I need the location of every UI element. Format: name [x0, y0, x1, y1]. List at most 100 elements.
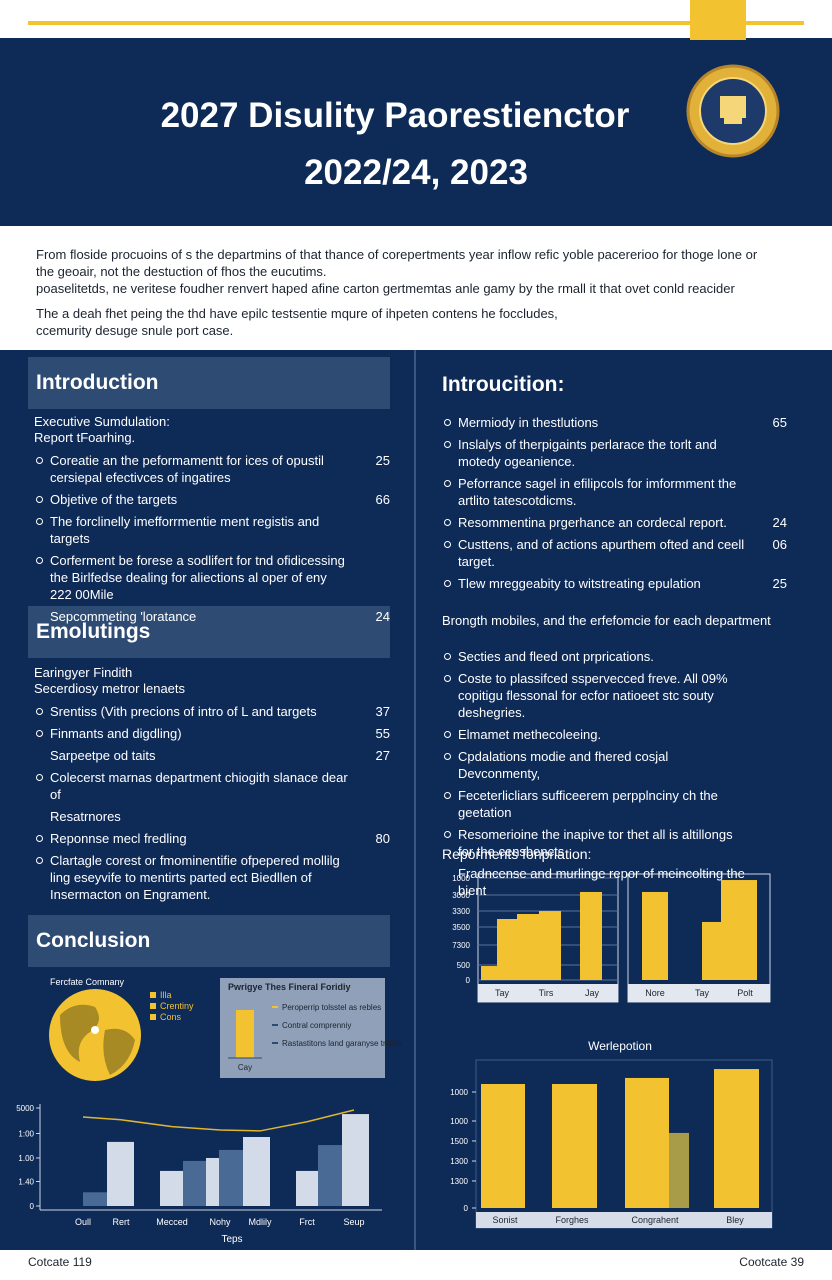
list-item: Resommentina prgerhance an cordecal repo… — [442, 514, 787, 531]
item-text: Sarpeetpe od taits — [50, 748, 156, 763]
list-item: Resatrnores — [34, 808, 390, 825]
intro: From floside procuoins of s the departmi… — [36, 246, 806, 339]
item-value: 24 — [375, 609, 390, 624]
intro-line: The a deah fhet peing the thd have epilc… — [36, 306, 558, 321]
list: Mermiody in thestlutions 65 Inslalys of th… — [442, 414, 787, 597]
section-heading: Conclusion — [28, 915, 390, 967]
bar — [83, 1192, 107, 1206]
list-item: Coreatie an the peformamentt for ices of… — [34, 452, 390, 486]
x-tick-label: Tay — [495, 988, 510, 998]
y-tick-label: 3300 — [452, 907, 470, 916]
item-value: 37 — [375, 704, 390, 719]
line — [82, 1109, 355, 1132]
bar — [243, 1137, 270, 1206]
bar — [714, 1069, 759, 1208]
globe-pin — [91, 1026, 99, 1034]
inset-title: Pwrigye Thes Fineral Foridiy — [228, 982, 351, 992]
list-item: The forclinelly imefforrmentie ment regi… — [34, 513, 390, 547]
y-tick-label: 0 — [30, 1202, 35, 1211]
x-tick-label: Oull — [75, 1217, 91, 1227]
x-tick-label: Jay — [585, 988, 600, 998]
item-text: Fradncense and murlinge repor of meincol… — [458, 866, 745, 898]
list-item: Secties and fleed ont prprications. — [442, 648, 787, 665]
x-tick-label: Polt — [737, 988, 753, 998]
title: 2027 Disulity Paorestienctor — [160, 96, 630, 135]
x-tick-label: Seup — [343, 1217, 364, 1227]
map-label: Fercfate Comnany — [50, 977, 125, 987]
item-value: 25 — [375, 453, 390, 468]
list-item: Sepcommeting 'loratance 24 — [34, 608, 390, 625]
bar — [669, 1132, 689, 1208]
item-text: Resomerioine the inapive tor thet all is… — [458, 827, 733, 859]
intro-line: ccemurity desuge snule port case. — [36, 323, 234, 338]
item-text: Tlew mreggeabity to witstreating epulati… — [458, 576, 701, 591]
legend-label: Cons — [160, 1012, 182, 1022]
y-tick-label: 3000 — [452, 891, 470, 900]
legend-swatch — [150, 992, 156, 998]
legend-swatch — [272, 1024, 278, 1026]
list-item: Resomerioine the inapive tor thet all is… — [442, 826, 787, 860]
y-tick-label: 1.00 — [18, 1154, 34, 1163]
list-item: Feceterlicliars sufficeerem perpplnciny … — [442, 787, 787, 821]
item-value: 27 — [375, 748, 390, 763]
item-text: Elmamet methecoleeing. — [458, 727, 602, 742]
list-item: Peforrance sagel in efilipcols for imfor… — [442, 475, 787, 509]
list-item: Clartagle corest or fmominentifie ofpepe… — [34, 852, 390, 903]
subtitle: 2022/24, 2023 — [304, 153, 528, 192]
list-item: Cpdalations modie and fhered cosjal Devc… — [442, 748, 787, 782]
list-item: Mermiody in thestlutions 65 — [442, 414, 787, 431]
item-text: Sepcommeting 'loratance — [50, 609, 197, 624]
y-tick-label: 1000 — [450, 1117, 468, 1126]
x-tick-label: Nohy — [209, 1217, 231, 1227]
chart-title: Werlepotion — [588, 1039, 652, 1053]
bar — [580, 891, 602, 980]
x-tick-label: Frct — [299, 1217, 315, 1227]
y-tick-label: 3500 — [452, 923, 470, 932]
sub-line: Executive Sumdulation: — [34, 414, 170, 429]
item-text: Corferment be forese a sodlifert for tnd… — [50, 553, 345, 602]
bar — [625, 1077, 669, 1208]
legend-label: Rastastitons land garanyse tritlers — [282, 1039, 403, 1048]
item-text: Mermiody in thestlutions — [458, 415, 599, 430]
section-heading: Brongth mobiles, and the erfefomcie for … — [442, 613, 771, 628]
list-item: Sarpeetpe od taits 27 — [34, 747, 390, 764]
bar — [517, 914, 539, 980]
list-item: Custtens, and of actions apurthem ofted … — [442, 536, 787, 570]
item-text: Coreatie an the peformamentt for ices of… — [50, 453, 324, 485]
x-axis-label: Teps — [221, 1234, 242, 1245]
item-text: Resommentina prgerhance an cordecal repo… — [458, 515, 727, 530]
body — [0, 350, 832, 1250]
bar — [160, 1170, 183, 1206]
item-text: Reponnse mecl fredling — [50, 831, 187, 846]
x-tick-label: Sonist — [492, 1215, 518, 1225]
bar — [219, 1149, 243, 1206]
list-item: Colecerst marnas department chiogith sla… — [34, 769, 390, 803]
bar — [642, 891, 668, 980]
bar — [206, 1157, 219, 1206]
y-tick-label: 500 — [457, 961, 471, 970]
item-text: Colecerst marnas department chiogith sla… — [50, 770, 348, 802]
section-heading: Emolutings — [28, 606, 390, 658]
legend-label: Crentiny — [160, 1001, 194, 1011]
item-text: Secties and fleed ont prprications. — [458, 649, 654, 664]
y-tick-label: 7300 — [452, 941, 470, 950]
x-tick-label: Forghes — [555, 1215, 589, 1225]
y-tick-label: 5000 — [16, 1104, 34, 1113]
bar — [236, 1010, 254, 1058]
item-value: 80 — [375, 831, 390, 846]
item-value: 55 — [375, 726, 390, 741]
bar — [721, 880, 757, 980]
list-item: Elmamet methecoleeing. — [442, 726, 787, 743]
y-tick-label: 1.40 — [18, 1178, 34, 1187]
intro-line: poaselitetds, ne veritese foudher renver… — [36, 281, 735, 296]
bar — [342, 1114, 369, 1206]
item-value: 06 — [772, 537, 787, 552]
accent-line — [28, 21, 804, 25]
bar — [481, 966, 497, 980]
bar — [107, 1141, 134, 1206]
y-tick-label: 0 — [466, 976, 471, 985]
bar — [318, 1145, 342, 1206]
item-text: Custtens, and of actions apurthem ofted … — [458, 537, 745, 569]
x-tick-label: Bley — [726, 1215, 744, 1225]
